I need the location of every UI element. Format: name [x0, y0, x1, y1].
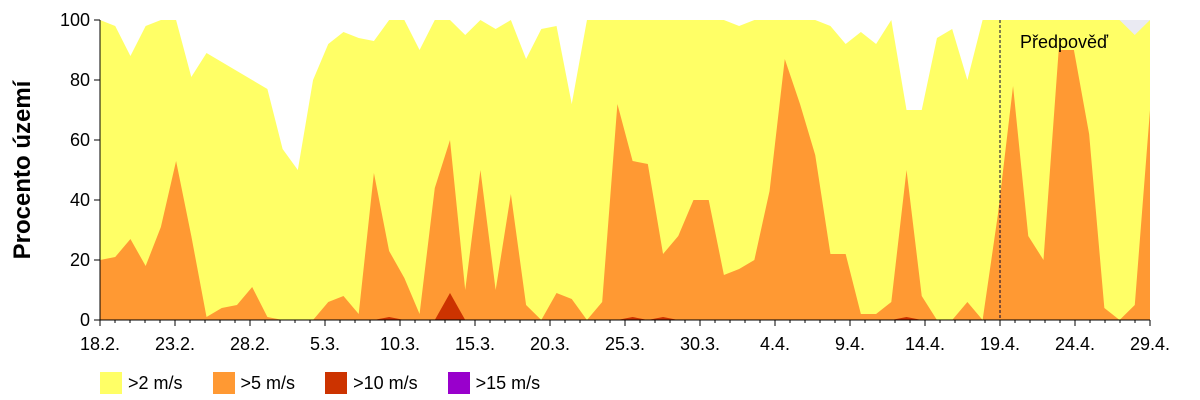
legend-swatch-2ms — [100, 372, 122, 394]
legend-label-10ms: >10 m/s — [353, 372, 418, 393]
x-tick-label: 23.2. — [155, 334, 195, 354]
legend-item-15ms: >15 m/s — [447, 372, 541, 394]
legend: >2 m/s >5 m/s >10 m/s >15 m/s — [100, 372, 540, 394]
legend-swatch-10ms — [325, 372, 348, 394]
x-tick-label: 28.2. — [230, 334, 270, 354]
x-tick-label: 24.4. — [1055, 334, 1095, 354]
forecast-label: Předpověď — [1020, 32, 1109, 52]
x-tick-label: 20.3. — [530, 334, 570, 354]
area-series-2 — [100, 50, 1150, 320]
x-tick-label: 15.3. — [455, 334, 495, 354]
x-tick-label: 5.3. — [310, 334, 340, 354]
x-tick-label: 4.4. — [760, 334, 790, 354]
legend-item-10ms: >10 m/s — [325, 372, 418, 394]
y-tick-label: 60 — [70, 130, 90, 150]
x-tick-label: 14.4. — [905, 334, 945, 354]
x-tick-label: 25.3. — [605, 334, 645, 354]
legend-label-2ms: >2 m/s — [128, 372, 183, 393]
y-tick-label: 0 — [80, 310, 90, 330]
legend-item-5ms: >5 m/s — [212, 372, 296, 394]
x-tick-label: 30.3. — [680, 334, 720, 354]
y-tick-label: 20 — [70, 250, 90, 270]
legend-item-2ms: >2 m/s — [100, 372, 183, 394]
x-tick-label: 18.2. — [80, 334, 120, 354]
y-axis-label: Procento území — [9, 79, 36, 259]
x-tick-label: 10.3. — [380, 334, 420, 354]
legend-swatch-15ms — [447, 372, 470, 394]
legend-swatch-5ms — [212, 372, 235, 394]
x-tick-label: 9.4. — [835, 334, 865, 354]
legend-label-5ms: >5 m/s — [240, 372, 296, 393]
y-tick-label: 100 — [60, 10, 90, 30]
y-tick-label: 40 — [70, 190, 90, 210]
x-tick-label: 19.4. — [980, 334, 1020, 354]
y-tick-label: 80 — [70, 70, 90, 90]
legend-label-15ms: >15 m/s — [475, 372, 541, 393]
x-tick-label: 29.4. — [1130, 334, 1170, 354]
